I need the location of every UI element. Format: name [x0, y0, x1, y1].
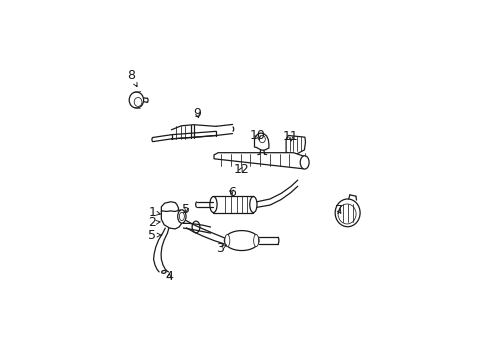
Polygon shape [254, 133, 268, 150]
Text: 12: 12 [233, 163, 248, 176]
Ellipse shape [253, 234, 258, 247]
Ellipse shape [337, 204, 355, 224]
Ellipse shape [134, 98, 142, 107]
Ellipse shape [224, 234, 229, 247]
Ellipse shape [129, 92, 143, 108]
Ellipse shape [300, 156, 308, 169]
Ellipse shape [179, 212, 184, 221]
Polygon shape [161, 202, 178, 213]
Ellipse shape [224, 231, 259, 251]
Ellipse shape [192, 221, 200, 233]
Ellipse shape [259, 135, 265, 143]
Text: 4: 4 [165, 270, 173, 283]
Ellipse shape [209, 197, 217, 212]
Text: 2: 2 [148, 216, 160, 229]
Text: 11: 11 [283, 130, 298, 143]
Text: 3: 3 [215, 242, 226, 255]
Ellipse shape [334, 199, 359, 227]
Text: 7: 7 [334, 203, 342, 217]
Polygon shape [214, 153, 305, 169]
Ellipse shape [162, 270, 166, 273]
Text: 10: 10 [250, 129, 265, 142]
Ellipse shape [249, 197, 257, 212]
Text: 6: 6 [227, 186, 235, 199]
Text: 8: 8 [127, 69, 137, 87]
Text: 9: 9 [193, 107, 201, 120]
Polygon shape [161, 210, 183, 229]
Polygon shape [285, 135, 305, 155]
Text: 1: 1 [148, 206, 160, 219]
Text: 5: 5 [148, 229, 162, 242]
Ellipse shape [177, 210, 185, 223]
Text: 5: 5 [182, 203, 190, 216]
